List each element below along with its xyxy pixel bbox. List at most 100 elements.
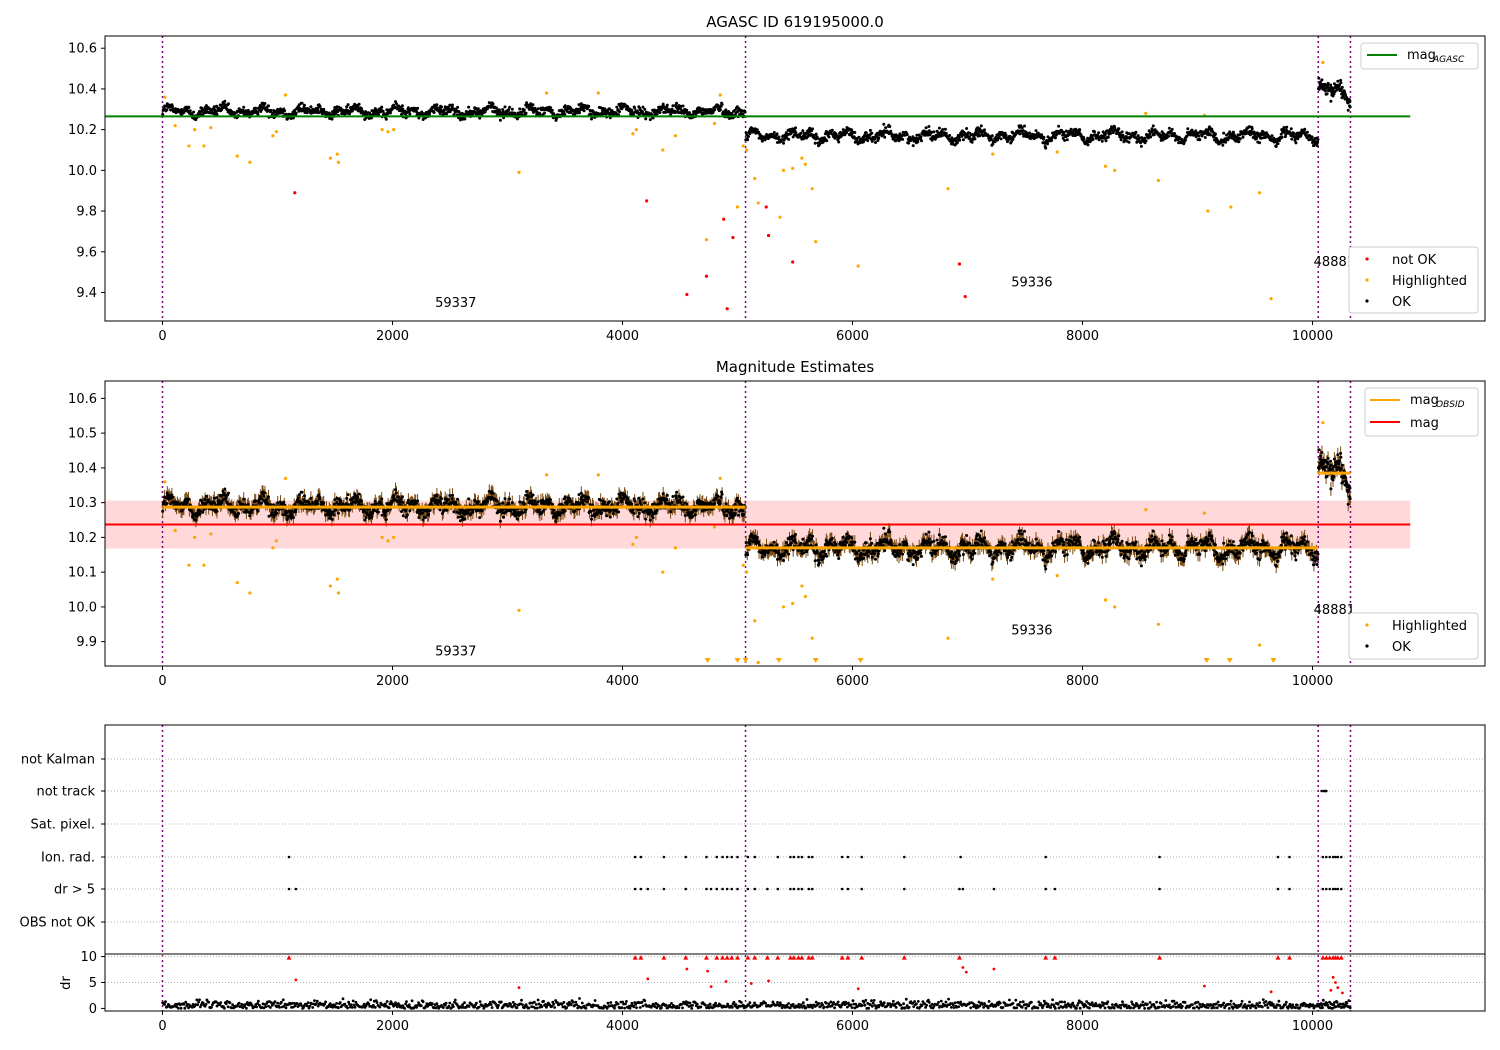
ok-point bbox=[658, 111, 662, 114]
panel-1-y-tick-label: 10.4 bbox=[68, 82, 97, 97]
ok-point bbox=[265, 498, 269, 502]
legend-points: not OK Highlighted OK bbox=[1348, 246, 1479, 314]
ok-point bbox=[170, 495, 174, 499]
ok-point bbox=[450, 497, 454, 501]
ok-point bbox=[827, 135, 831, 139]
ok-point bbox=[187, 105, 191, 109]
ok-point bbox=[907, 141, 911, 145]
panel-1-y-tick-label: 9.8 bbox=[76, 205, 97, 220]
ok-point bbox=[363, 518, 367, 522]
ok-point bbox=[282, 500, 286, 504]
ok-point bbox=[476, 107, 480, 111]
ok-point bbox=[357, 102, 361, 106]
ok-point bbox=[1109, 131, 1113, 135]
highlighted-point bbox=[274, 130, 278, 134]
ok-point bbox=[262, 494, 266, 498]
ok-point bbox=[1274, 145, 1278, 148]
ok-point bbox=[457, 515, 460, 519]
ok-point bbox=[552, 508, 556, 512]
ok-point bbox=[787, 137, 791, 141]
ok-point bbox=[1057, 124, 1061, 128]
ok-point bbox=[259, 497, 263, 501]
highlighted-point bbox=[328, 156, 332, 160]
ok-point bbox=[498, 118, 502, 122]
ok-point bbox=[1224, 140, 1228, 144]
ok-point bbox=[555, 516, 558, 520]
not-ok-point bbox=[725, 307, 729, 311]
ok-point bbox=[920, 139, 923, 143]
ok-point bbox=[687, 111, 691, 115]
ok-point bbox=[446, 498, 450, 502]
ok-point bbox=[1282, 126, 1286, 129]
ok-point bbox=[636, 111, 640, 115]
ok-point bbox=[466, 511, 470, 515]
ok-point bbox=[877, 136, 881, 140]
ok-point bbox=[853, 131, 857, 134]
highlighted-point bbox=[634, 128, 638, 132]
ok-point bbox=[1241, 135, 1245, 139]
ok-point bbox=[401, 500, 405, 504]
ok-point bbox=[1317, 76, 1321, 80]
ok-point bbox=[508, 105, 512, 109]
ok-point bbox=[1198, 138, 1202, 142]
obs-label: 59336 bbox=[1011, 275, 1052, 290]
ok-point bbox=[973, 137, 977, 141]
ok-point bbox=[648, 118, 652, 122]
ok-point bbox=[524, 111, 528, 115]
ok-point bbox=[518, 500, 522, 504]
ok-point bbox=[1093, 130, 1096, 134]
ok-point bbox=[456, 497, 460, 501]
highlighted-point bbox=[1321, 60, 1325, 65]
highlighted-point bbox=[1229, 205, 1233, 209]
not-ok-point bbox=[731, 235, 735, 240]
ok-point bbox=[825, 139, 829, 143]
ok-point bbox=[633, 106, 637, 110]
ok-point bbox=[394, 488, 397, 492]
ok-point bbox=[242, 497, 246, 501]
highlighted-point bbox=[991, 152, 995, 156]
panel-1-y-ticks: 9.4 9.6 9.8 10.0 10.2 10.4 10.6 bbox=[68, 42, 105, 301]
ok-point bbox=[401, 514, 405, 518]
panel-1-y-tick-label: 10.0 bbox=[68, 164, 97, 179]
ok-point bbox=[983, 128, 986, 132]
ok-point bbox=[590, 517, 593, 521]
highlighted-point bbox=[1144, 111, 1148, 115]
panel-1-title: AGASC ID 619195000.0 bbox=[706, 13, 884, 31]
ok-point bbox=[589, 510, 593, 513]
ok-point bbox=[1034, 129, 1038, 133]
ok-point bbox=[522, 108, 526, 112]
highlighted-point bbox=[271, 134, 275, 138]
ok-point bbox=[563, 104, 567, 108]
ok-point bbox=[400, 113, 403, 116]
ok-point bbox=[202, 111, 206, 115]
ok-point bbox=[1120, 130, 1124, 134]
ok-point bbox=[503, 497, 507, 501]
highlighted-point bbox=[814, 240, 818, 244]
highlighted-point bbox=[1269, 297, 1273, 301]
ok-point bbox=[294, 111, 298, 115]
legend-ok-marker bbox=[1365, 299, 1369, 303]
ok-point bbox=[242, 105, 246, 109]
not-ok-point bbox=[645, 199, 649, 203]
ok-point bbox=[1270, 134, 1274, 138]
not-ok-point bbox=[963, 294, 967, 299]
legend-not-ok-label: not OK bbox=[1392, 253, 1437, 268]
ok-point bbox=[518, 107, 522, 111]
ok-point bbox=[841, 128, 845, 132]
highlighted-point bbox=[810, 187, 814, 191]
ok-point bbox=[874, 141, 877, 144]
ok-point bbox=[563, 112, 567, 116]
ok-point bbox=[227, 491, 230, 495]
ok-point bbox=[267, 104, 270, 108]
panel-1-y-tick-label: 9.6 bbox=[76, 245, 97, 260]
highlighted-point bbox=[803, 162, 807, 166]
ok-point bbox=[600, 511, 604, 515]
ok-point bbox=[883, 135, 887, 139]
ok-point bbox=[776, 141, 779, 144]
ok-point bbox=[383, 514, 387, 518]
ok-point bbox=[569, 499, 573, 503]
ok-point bbox=[549, 498, 552, 502]
ok-point bbox=[937, 126, 941, 130]
ok-point bbox=[1222, 131, 1226, 135]
